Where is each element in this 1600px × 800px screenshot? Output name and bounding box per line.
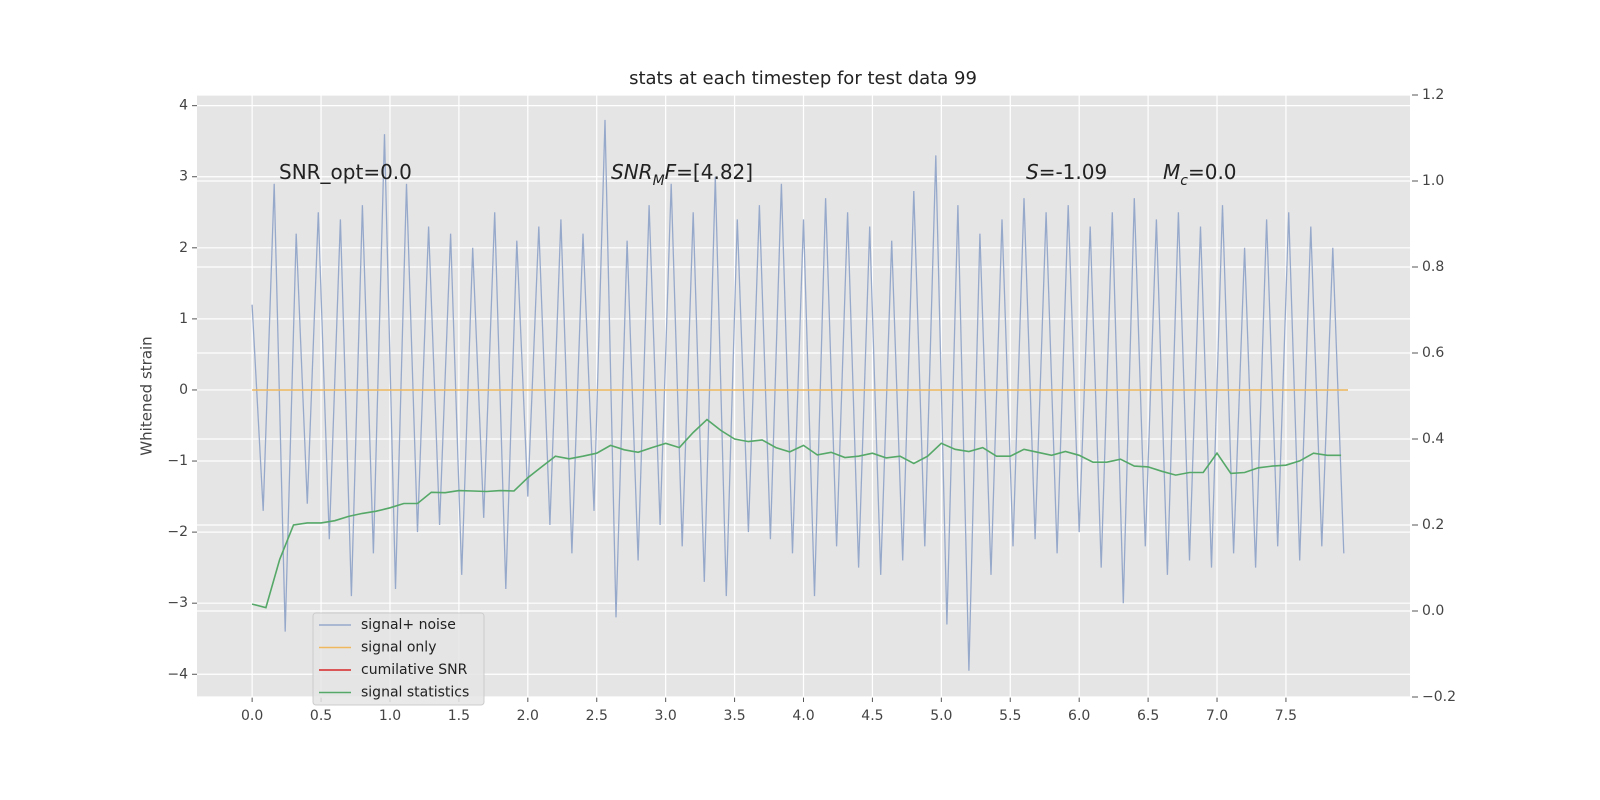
legend-label: cumilative SNR	[361, 662, 468, 678]
y-tick-label: −2	[167, 524, 188, 540]
y2-tick-label: 0.0	[1422, 603, 1444, 619]
annotation-part: =[4.82]	[676, 160, 753, 184]
chart-title: stats at each timestep for test data 99	[629, 68, 977, 89]
x-tick-label: 3.5	[723, 708, 745, 724]
x-tick-label: 6.5	[1137, 708, 1159, 724]
annotation-part: M	[653, 173, 665, 189]
y-tick-label: −1	[167, 453, 188, 469]
y-tick-label: 1	[179, 311, 188, 327]
x-tick-label: 0.5	[310, 708, 332, 724]
y-tick-label: −3	[167, 595, 188, 611]
x-tick-label: 7.5	[1275, 708, 1297, 724]
y2-tick-label: 1.0	[1422, 173, 1444, 189]
annotation-part: =-1.09	[1039, 160, 1108, 184]
annotation: Mc=0.0	[1163, 160, 1237, 190]
y2-tick-label: 0.4	[1422, 431, 1444, 447]
x-tick-label: 4.5	[861, 708, 883, 724]
y-tick-label: 4	[179, 98, 188, 114]
annotation: S=-1.09	[1026, 160, 1107, 184]
legend-label: signal statistics	[361, 685, 469, 701]
x-tick-label: 3.0	[655, 708, 677, 724]
legend-box	[312, 612, 485, 706]
series-line	[251, 119, 1345, 671]
annotation-part: =0.0	[1188, 160, 1237, 184]
x-tick-label: 1.0	[379, 708, 401, 724]
legend-label: signal only	[361, 640, 436, 656]
annotation-part: SNR	[611, 160, 653, 184]
y-tick-label: −4	[167, 666, 188, 682]
x-tick-label: 4.0	[792, 708, 814, 724]
x-tick-label: 0.0	[241, 708, 263, 724]
annotation-part: c	[1180, 173, 1188, 189]
annotation-part: S	[1026, 160, 1039, 184]
y2-tick-label: 1.2	[1422, 87, 1444, 103]
annotation-part: F	[665, 160, 677, 184]
annotation: SNRMF=[4.82]	[611, 160, 753, 190]
annotation-part: M	[1163, 160, 1180, 184]
annotation: SNR_opt=0.0	[279, 160, 412, 184]
x-tick-label: 1.5	[448, 708, 470, 724]
y-tick-label: 2	[179, 240, 188, 256]
y-tick-label: 3	[179, 169, 188, 185]
x-tick-label: 2.5	[586, 708, 608, 724]
x-tick-label: 6.0	[1068, 708, 1090, 724]
x-tick-label: 7.0	[1206, 708, 1228, 724]
y-tick-label: 0	[179, 382, 188, 398]
x-tick-label: 2.0	[517, 708, 539, 724]
legend-label: signal+ noise	[361, 617, 456, 633]
x-tick-label: 5.5	[999, 708, 1021, 724]
y2-tick-label: 0.2	[1422, 517, 1444, 533]
x-tick-label: 5.0	[930, 708, 952, 724]
y-axis-label: Whitened strain	[138, 336, 156, 455]
annotation-part: SNR_opt=0.0	[279, 160, 412, 184]
annotation-part: F=[4.82]	[665, 160, 753, 184]
y2-tick-label: 0.8	[1422, 259, 1444, 275]
y2-tick-label: −0.2	[1422, 689, 1456, 705]
series-line	[251, 418, 1342, 609]
y2-tick-label: 0.6	[1422, 345, 1444, 361]
